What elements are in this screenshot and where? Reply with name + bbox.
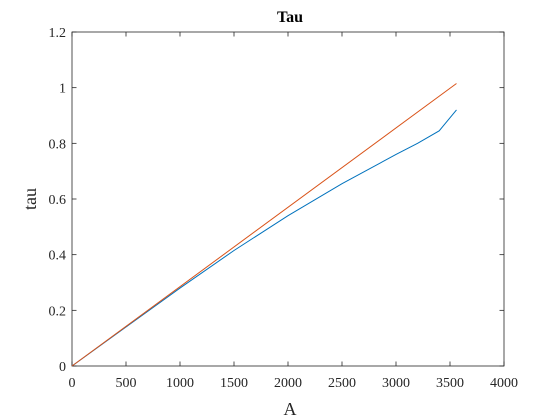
x-tick-label: 0 <box>69 376 76 391</box>
series-lines <box>71 83 457 367</box>
y-tick-label: 1 <box>59 82 66 97</box>
x-tick-label: 3500 <box>436 376 464 391</box>
x-tick-label: 2000 <box>274 376 302 391</box>
series-line-1 <box>71 109 457 367</box>
plot-area <box>71 31 505 367</box>
x-tick-label: 2500 <box>328 376 356 391</box>
x-tick-label: 500 <box>116 376 137 391</box>
y-tick-label: 0 <box>59 360 66 375</box>
y-axis-title: tau <box>20 188 40 210</box>
x-tick-label: 4000 <box>490 376 518 391</box>
series-line-2 <box>71 83 457 367</box>
x-axis-title: A <box>284 399 297 419</box>
x-tick-label: 1500 <box>220 376 248 391</box>
y-tick-label: 0.6 <box>49 193 67 208</box>
x-tick-label: 1000 <box>166 376 194 391</box>
x-tick-label: 3000 <box>382 376 410 391</box>
y-tick-label: 1.2 <box>49 26 67 41</box>
chart-title: Tau <box>277 9 303 26</box>
axis-ticks <box>71 31 505 367</box>
y-tick-label: 0.8 <box>49 137 67 152</box>
y-tick-label: 0.2 <box>49 304 67 319</box>
tick-labels: 0 500 1000 1500 2000 2500 3000 3500 4000 0 0.2 0.4 0… <box>49 26 519 391</box>
y-tick-label: 0.4 <box>49 249 67 264</box>
